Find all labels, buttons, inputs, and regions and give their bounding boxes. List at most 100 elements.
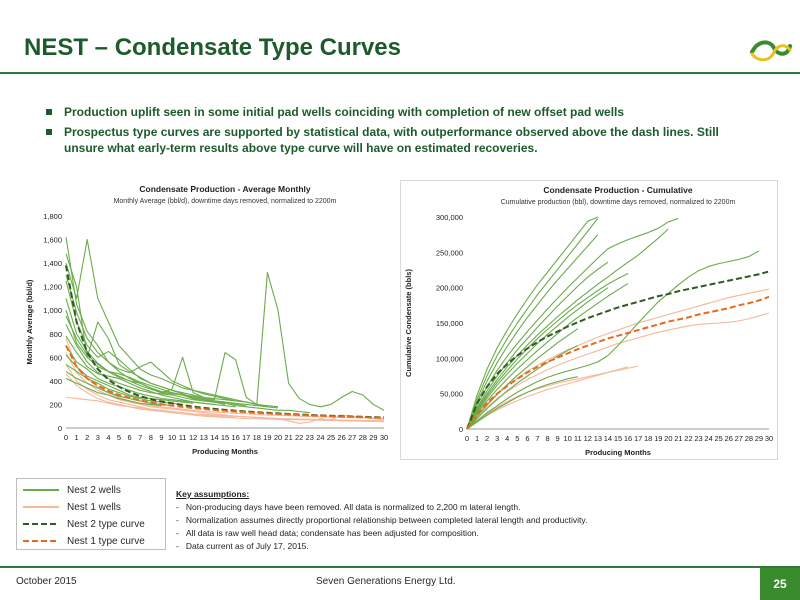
x-tick-label: 26 [337,433,345,442]
x-tick-label: 11 [574,434,582,443]
well-series-line [466,376,578,430]
x-tick-label: 2 [485,434,489,443]
y-tick-label: 400 [49,377,62,386]
x-tick-label: 5 [515,434,519,443]
x-tick-label: 26 [725,434,733,443]
assumption-item: - Non-producing days have been removed. … [176,502,521,512]
y-axis-label: Monthly Average (bbl/d) [25,279,34,364]
well-series-line [65,345,236,408]
x-tick-label: 0 [64,433,68,442]
y-tick-label: 150,000 [436,319,463,328]
x-tick-label: 24 [316,433,324,442]
x-tick-label: 11 [179,433,187,442]
page-title: NEST – Condensate Type Curves [24,34,401,61]
footer-date: October 2015 [16,576,77,587]
y-tick-label: 200 [49,400,62,409]
x-tick-label: 17 [634,434,642,443]
well-series-line [65,239,268,408]
x-tick-label: 22 [684,434,692,443]
x-tick-label: 6 [128,433,132,442]
key-assumptions: Key assumptions: - Non-producing days ha… [176,488,736,553]
x-axis-label: Producing Months [192,447,258,456]
page-number: 25 [760,568,800,600]
well-series-line [466,228,669,430]
x-tick-label: 6 [525,434,529,443]
y-tick-label: 800 [49,330,62,339]
chart-average-monthly: Condensate Production - Average Monthly M… [22,180,394,460]
bullet-list: Production uplift seen in some initial p… [46,104,746,160]
y-tick-label: 300,000 [436,213,463,222]
title-divider [0,72,800,74]
assumption-item: - Normalization assumes directly proport… [176,515,588,525]
x-tick-label: 12 [584,434,592,443]
x-tick-label: 19 [263,433,271,442]
x-tick-label: 22 [295,433,303,442]
x-tick-label: 28 [359,433,367,442]
x-tick-label: 10 [168,433,176,442]
y-tick-label: 0 [58,424,62,433]
x-tick-label: 23 [306,433,314,442]
chart-cumulative: Condensate Production - Cumulative Cumula… [400,180,778,460]
well-series-line [65,364,385,422]
well-series-line [466,366,629,430]
y-axis-label: Cumulative Condensate (bbls) [404,269,413,377]
type-curve-line [466,295,770,430]
x-tick-label: 21 [284,433,292,442]
well-series-line [466,282,629,430]
well-series-line [466,250,760,430]
assumption-item: - Data current as of July 17, 2015. [176,541,309,551]
x-tick-label: 9 [556,434,560,443]
well-series-line [65,373,385,423]
company-logo-icon [750,40,792,62]
well-series-line [466,273,629,430]
well-series-line [466,218,599,430]
type-curve-line [466,270,770,430]
well-series-line [65,274,236,402]
type-curve-line [65,345,385,419]
x-tick-label: 0 [465,434,469,443]
well-series-line [466,287,609,430]
x-tick-label: 8 [545,434,549,443]
chart-cumulative-svg: Condensate Production - Cumulative Cumula… [404,185,773,457]
x-tick-label: 1 [475,434,479,443]
legend-item-nest2-wells: Nest 2 wells [23,482,121,498]
well-series-line [466,217,679,430]
x-tick-label: 18 [644,434,652,443]
footer-divider [0,566,800,568]
x-tick-label: 4 [106,433,110,442]
x-tick-label: 25 [327,433,335,442]
assumption-item: - All data is raw well head data; conden… [176,528,479,538]
y-tick-label: 250,000 [436,248,463,257]
x-tick-label: 4 [505,434,509,443]
x-tick-label: 5 [117,433,121,442]
legend-label: Nest 1 type curve [67,535,145,547]
footer-company: Seven Generations Energy Ltd. [316,576,456,587]
x-axis-label: Producing Months [585,448,651,457]
y-tick-label: 1,000 [43,306,62,315]
x-tick-label: 8 [149,433,153,442]
x-tick-label: 14 [210,433,218,442]
x-tick-label: 7 [138,433,142,442]
x-tick-label: 16 [231,433,239,442]
x-tick-label: 24 [704,434,712,443]
x-tick-label: 23 [694,434,702,443]
x-tick-label: 3 [96,433,100,442]
well-series-line [466,328,579,430]
legend-item-nest1-type-curve: Nest 1 type curve [23,533,145,549]
legend-label: Nest 1 wells [67,501,121,513]
well-series-line [466,234,599,430]
y-tick-label: 50,000 [440,390,463,399]
y-tick-label: 600 [49,353,62,362]
well-series-line [466,261,609,430]
y-tick-label: 0 [459,425,463,434]
x-tick-label: 10 [563,434,571,443]
y-tick-label: 100,000 [436,354,463,363]
chart-title: Condensate Production - Cumulative [543,185,693,195]
x-tick-label: 20 [664,434,672,443]
x-tick-label: 18 [253,433,261,442]
well-series-line [466,312,770,430]
well-series-line [65,396,236,418]
legend-item-nest1-wells: Nest 1 wells [23,499,121,515]
bullet-item: Prospectus type curves are supported by … [46,124,746,156]
y-tick-label: 1,400 [43,259,62,268]
